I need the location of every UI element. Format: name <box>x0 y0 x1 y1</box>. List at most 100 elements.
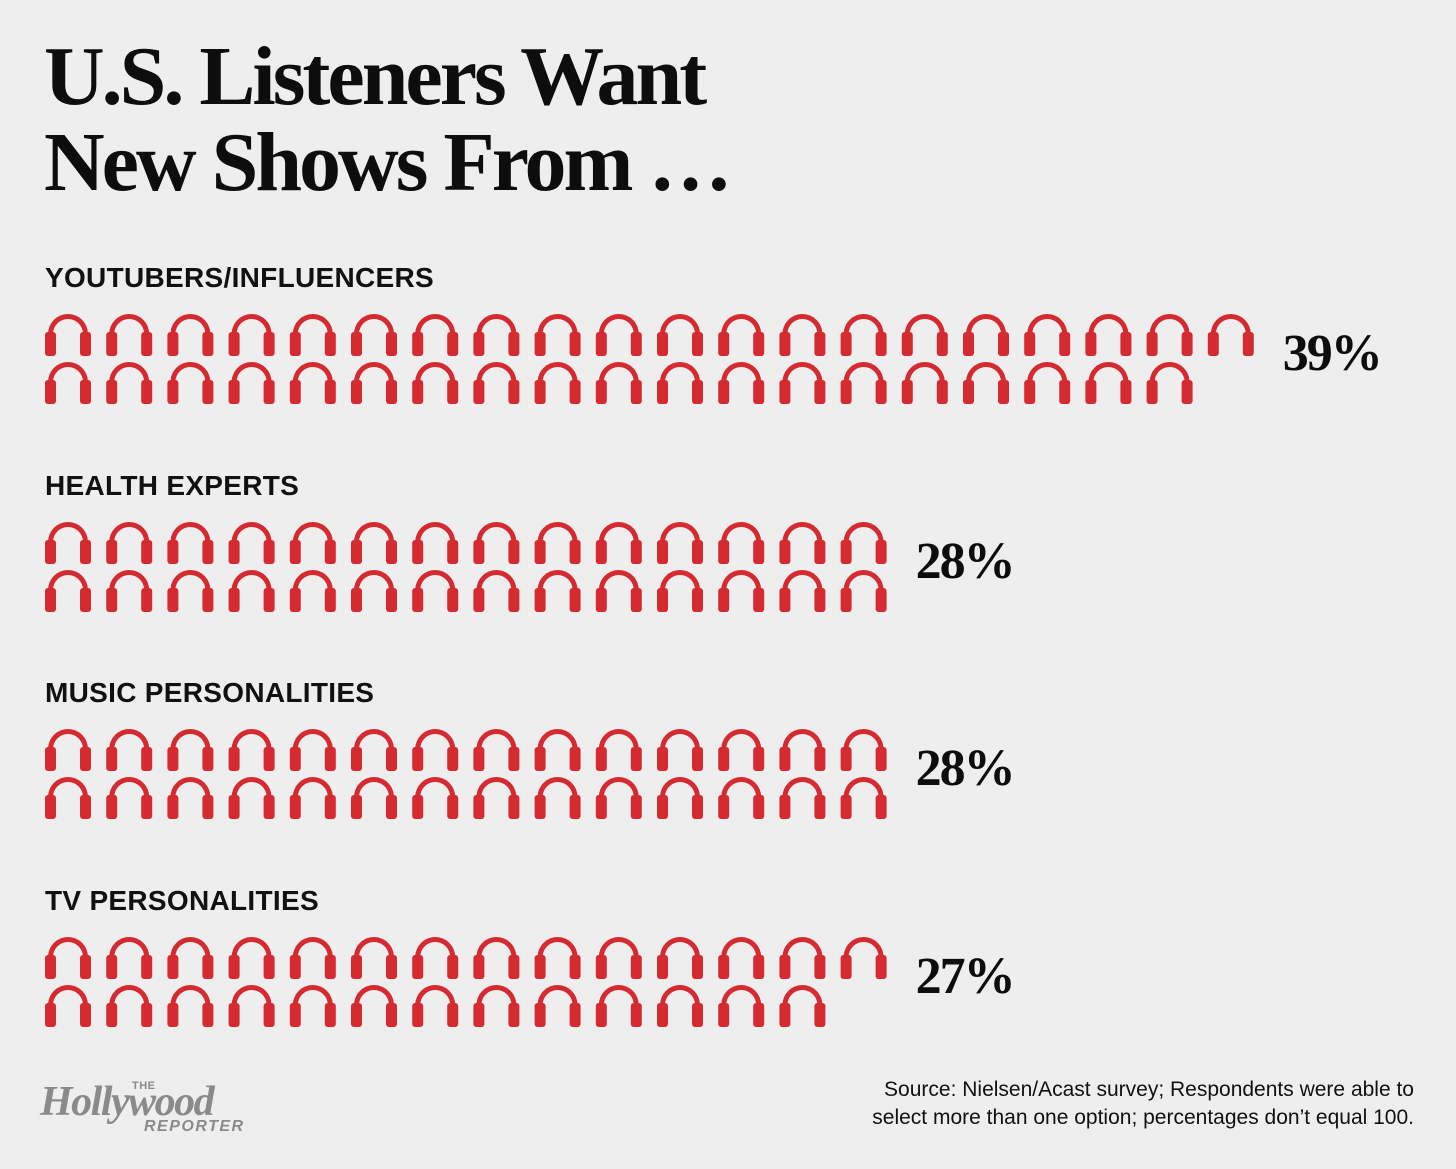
logo-reporter: REPORTER <box>144 1118 245 1135</box>
headphones-icon <box>718 729 765 771</box>
headphones-icon <box>167 570 214 612</box>
headphones-icon <box>289 985 336 1027</box>
headphones-icon <box>351 362 397 404</box>
headphones-icon <box>595 314 642 356</box>
headphones-icon <box>840 937 887 979</box>
headphones-icon <box>595 522 642 564</box>
headphones-icon <box>45 729 91 771</box>
headphones-icon <box>412 985 459 1027</box>
headphones-icon <box>657 937 703 979</box>
headphones-icon <box>228 522 275 564</box>
headphones-icon <box>45 985 91 1027</box>
headphones-icon <box>167 937 214 979</box>
headphones-icon <box>289 570 336 612</box>
headphones-icon <box>534 314 581 356</box>
category-label: MUSIC PERSONALITIES <box>45 677 375 708</box>
headphones-icon <box>534 937 581 979</box>
headphones-icon <box>534 985 581 1027</box>
headphones-icon <box>106 937 153 979</box>
headphones-icon <box>779 777 826 819</box>
category-label: YOUTUBERS/INFLUENCERS <box>45 262 434 293</box>
headphones-icon <box>45 570 91 612</box>
headphones-icon <box>167 314 214 356</box>
headphones-icon <box>657 985 703 1027</box>
headphones-icon <box>473 937 520 979</box>
headphones-icon <box>412 362 459 404</box>
headphones-icon <box>228 777 275 819</box>
headphones-icon <box>228 570 275 612</box>
headphones-icon <box>167 985 214 1027</box>
headphones-icon <box>473 570 520 612</box>
headphones-icon <box>351 777 397 819</box>
logo-main: Hollywood <box>40 1079 215 1125</box>
value-label: 28% <box>915 740 1016 797</box>
headphones-icon <box>289 937 336 979</box>
source-line-2: select more than one option; percentages… <box>872 1106 1414 1129</box>
headphones-icon <box>473 522 520 564</box>
headphones-icon <box>718 777 765 819</box>
headphones-icon <box>412 777 459 819</box>
headphones-icon <box>779 937 826 979</box>
chart-title: U.S. Listeners Want New Shows From … <box>44 30 732 206</box>
headphones-icon <box>718 570 765 612</box>
headphones-icon <box>1207 314 1254 356</box>
headphones-icon <box>412 314 459 356</box>
headphones-icon <box>840 522 887 564</box>
headphones-icon <box>1085 314 1132 356</box>
headphones-icon <box>45 522 91 564</box>
headphones-icon <box>45 777 91 819</box>
headphones-icon <box>1146 362 1193 404</box>
headphones-icon <box>718 362 765 404</box>
headphones-icon <box>473 314 520 356</box>
headphones-icon <box>412 570 459 612</box>
headphones-icon <box>228 937 275 979</box>
category-label: TV PERSONALITIES <box>45 885 319 916</box>
headphones-icon <box>1024 362 1071 404</box>
headphones-icon <box>779 314 826 356</box>
headphones-icon <box>657 777 703 819</box>
hollywood-reporter-logo: THE Hollywood REPORTER <box>40 1076 270 1140</box>
headphones-icon <box>534 777 581 819</box>
headphones-icon <box>534 729 581 771</box>
source-note: Source: Nielsen/Acast survey; Respondent… <box>872 1076 1414 1132</box>
headphones-icon <box>228 362 275 404</box>
headphones-icon <box>351 314 397 356</box>
headphones-icon <box>228 985 275 1027</box>
headphones-icon <box>595 777 642 819</box>
headphones-icon <box>45 937 91 979</box>
headphones-icon <box>289 314 336 356</box>
value-label: 27% <box>915 948 1016 1005</box>
headphones-icon <box>595 937 642 979</box>
headphones-icon <box>106 362 153 404</box>
headphones-icon <box>901 362 948 404</box>
headphones-icon <box>106 522 153 564</box>
headphones-icon <box>657 729 703 771</box>
headphones-icon <box>289 777 336 819</box>
title-line-1: U.S. Listeners Want <box>44 30 707 123</box>
source-line-1: Source: Nielsen/Acast survey; Respondent… <box>884 1078 1414 1101</box>
headphones-icon <box>779 362 826 404</box>
headphones-icon <box>840 362 887 404</box>
headphones-icon <box>106 314 153 356</box>
headphones-icon <box>106 570 153 612</box>
headphones-icon <box>106 985 153 1027</box>
headphones-icon <box>412 937 459 979</box>
headphones-icon <box>840 777 887 819</box>
headphones-icon <box>289 729 336 771</box>
headphones-icon <box>351 522 397 564</box>
headphones-icon <box>840 729 887 771</box>
headphones-icon <box>595 570 642 612</box>
headphones-icon <box>351 937 397 979</box>
headphones-icon <box>289 362 336 404</box>
headphones-icon <box>289 522 336 564</box>
headphones-icon <box>963 314 1009 356</box>
headphones-icon <box>1024 314 1071 356</box>
headphones-icon <box>534 522 581 564</box>
logo-the: THE <box>132 1080 156 1092</box>
headphones-icon <box>351 729 397 771</box>
headphones-icon <box>595 729 642 771</box>
headphones-icon <box>106 729 153 771</box>
headphones-icon <box>657 362 703 404</box>
headphones-icon <box>718 937 765 979</box>
